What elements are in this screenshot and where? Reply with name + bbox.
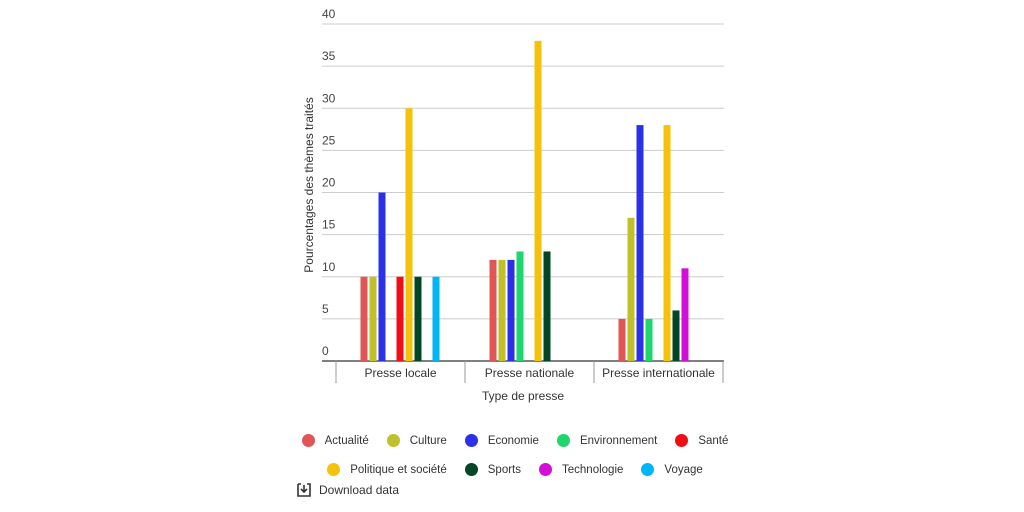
legend-label: Technologie (562, 463, 624, 476)
legend-item[interactable]: Politique et société (327, 463, 447, 476)
bar (516, 251, 524, 361)
legend-item[interactable]: Environnement (556, 434, 658, 447)
bar (627, 217, 635, 361)
y-tick-label: 25 (322, 133, 336, 147)
bar (414, 276, 422, 361)
bar (543, 251, 551, 361)
bar (672, 310, 680, 361)
legend-label: Voyage (664, 463, 703, 476)
legend-swatch (327, 463, 341, 476)
legend-label: Sports (487, 463, 522, 476)
bar (645, 318, 653, 361)
legend-item[interactable]: Voyage (641, 463, 703, 476)
y-tick-label: 0 (322, 344, 329, 358)
download-data-button[interactable]: Download data (297, 483, 399, 497)
legend-label: Environnement (579, 434, 658, 447)
legend-item[interactable]: Economie (464, 434, 539, 447)
legend-item[interactable]: Santé (675, 434, 728, 447)
legend-row: Actualité Culture Economie Environnement San… (300, 426, 730, 455)
bar (396, 276, 404, 361)
x-tick-label: Presse internationale (602, 366, 715, 380)
legend-swatch (301, 434, 315, 447)
x-axis-title: Type de presse (482, 389, 564, 403)
x-tick-label: Presse nationale (485, 366, 575, 380)
legend-item[interactable]: Sports (464, 463, 522, 476)
bar (498, 259, 506, 361)
legend-label: Santé (698, 434, 729, 447)
legend-item[interactable]: Culture (386, 434, 447, 447)
legend-swatch (675, 434, 689, 447)
legend-swatch (464, 434, 478, 447)
x-tick-label: Presse locale (364, 366, 436, 380)
download-data-label: Download data (319, 483, 400, 497)
y-tick-label: 10 (322, 260, 336, 274)
legend-swatch (464, 463, 478, 476)
bar (378, 192, 386, 361)
download-icon (297, 483, 311, 497)
legend-swatch (641, 463, 655, 476)
legend-item[interactable]: Technologie (539, 463, 623, 476)
y-tick-label: 35 (322, 49, 336, 63)
legend-label: Economie (487, 434, 539, 447)
bar (360, 276, 368, 361)
y-tick-label: 20 (322, 176, 336, 190)
bar (534, 40, 542, 361)
bar-chart: 0 5 10 15 20 25 30 35 40 Presse locale Presse nati… (302, 7, 724, 403)
bar (489, 259, 497, 361)
y-tick-label: 5 (322, 302, 329, 316)
bar (507, 259, 515, 361)
bar (369, 276, 377, 361)
legend-label: Actualité (324, 434, 369, 447)
y-tick-label: 30 (322, 91, 336, 105)
legend: Actualité Culture Economie Environnement San… (300, 426, 730, 484)
bar (405, 108, 413, 361)
bar (432, 276, 440, 361)
legend-item[interactable]: Actualité (301, 434, 369, 447)
legend-swatch (386, 434, 400, 447)
legend-label: Culture (409, 434, 447, 447)
bar (663, 125, 671, 361)
bar (618, 318, 626, 361)
bar (681, 268, 689, 361)
legend-row: Politique et société Sports Technologie Voy… (300, 455, 730, 484)
y-tick-label: 15 (322, 218, 336, 232)
legend-swatch (556, 434, 570, 447)
legend-swatch (539, 463, 553, 476)
bar (636, 125, 644, 361)
y-tick-label: 40 (322, 7, 336, 21)
y-axis-title: Pourcentages des thèmes traités (302, 97, 316, 272)
legend-label: Politique et société (350, 463, 447, 476)
